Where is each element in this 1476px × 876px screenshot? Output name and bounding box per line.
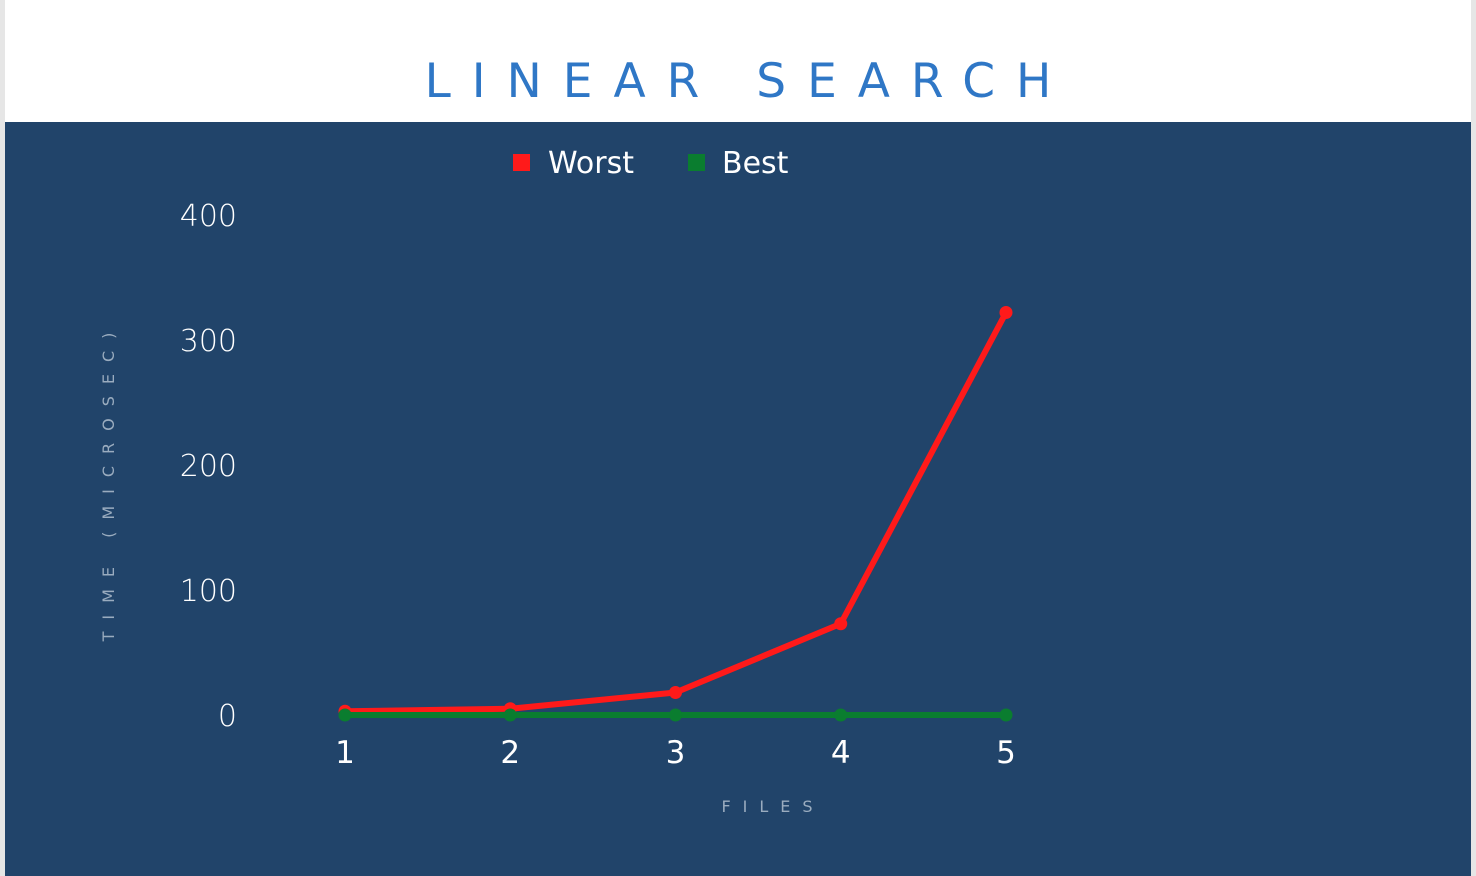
line-chart: Worst Best 400 300 200 100 0 1 2 3 4 5 TIME (MICR… [99,146,1016,816]
legend: Worst Best [513,146,789,181]
y-axis-label: TIME (MICROSEC) [99,321,118,643]
x-axis-label: FILES [721,797,824,816]
data-point-best [503,708,517,722]
y-tick-label: 400 [180,199,237,234]
series-layer [338,306,1013,722]
x-tick-label: 3 [666,735,686,771]
legend-swatch-best [688,154,705,171]
y-tick-label: 0 [218,699,237,734]
data-point-worst [834,617,848,631]
y-tick-label: 300 [180,324,237,359]
left-border [0,0,5,876]
right-border [1471,0,1476,876]
y-tick-label: 200 [180,449,237,484]
data-point-worst [669,686,682,699]
y-tick-label: 100 [180,574,237,609]
x-tick-label: 5 [996,735,1016,771]
data-point-best [338,708,352,722]
y-axis-ticks: 400 300 200 100 0 [180,199,237,734]
data-point-worst [999,306,1013,319]
x-tick-label: 4 [831,735,851,771]
legend-swatch-worst [513,154,530,171]
chart-title: LINEAR SEARCH [424,54,1073,109]
data-point-best [999,708,1013,722]
x-axis-ticks: 1 2 3 4 5 [335,735,1016,771]
data-point-best [669,708,682,722]
legend-label-worst: Worst [548,146,634,181]
x-tick-label: 2 [500,735,520,771]
data-point-best [834,708,848,722]
chart-panel: Worst Best 400 300 200 100 0 1 2 3 4 5 TIME (MICR… [5,122,1471,876]
legend-label-best: Best [722,146,789,181]
series-line-worst [342,309,1009,715]
x-tick-label: 1 [335,735,355,771]
